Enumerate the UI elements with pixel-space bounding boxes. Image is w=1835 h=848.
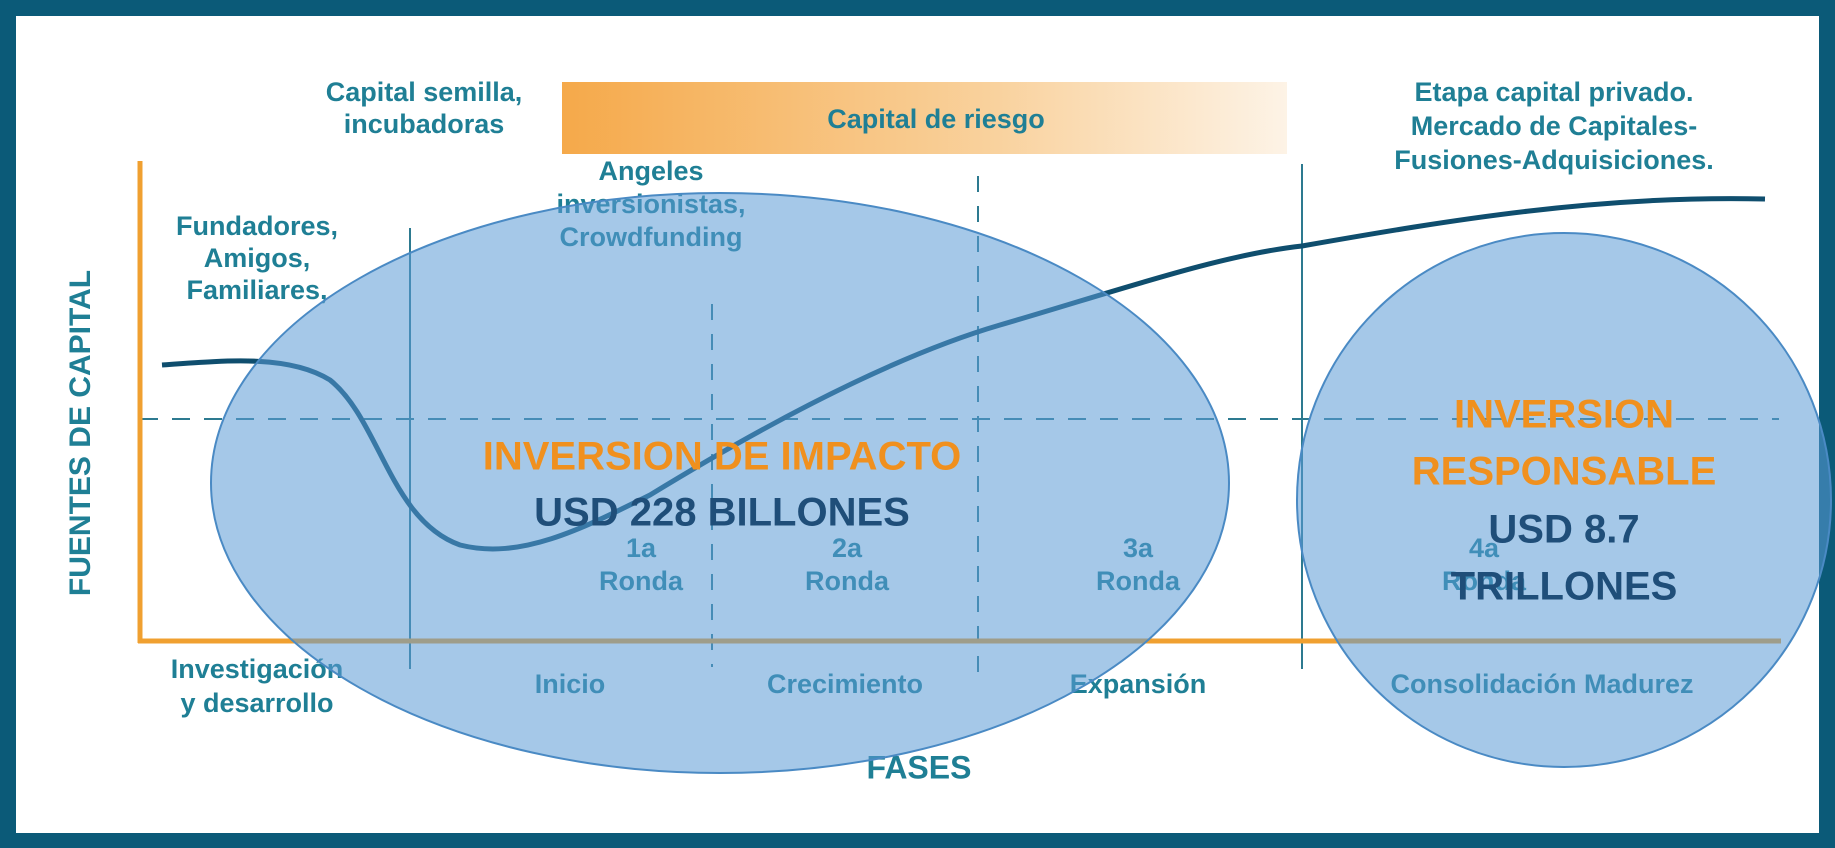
impact-amount: USD 228 BILLONES xyxy=(534,491,910,535)
responsible-title: RESPONSABLE xyxy=(1412,450,1717,494)
private-label: Mercado de Capitales- xyxy=(1411,111,1698,141)
responsible-amount: TRILLONES xyxy=(1451,565,1678,609)
impact-ellipse xyxy=(210,192,1230,774)
y-axis-label: FUENTES DE CAPITAL xyxy=(64,270,97,596)
venture-band xyxy=(562,82,1287,154)
seed-label: incubadoras xyxy=(344,109,505,139)
responsible-ellipse xyxy=(1296,232,1832,768)
founders-label: Familiares, xyxy=(186,275,327,305)
angels-label: Angeles xyxy=(598,156,703,186)
phase-label: y desarrollo xyxy=(180,688,333,718)
responsible-title: INVERSION xyxy=(1454,393,1674,437)
venture-label: Capital de riesgo xyxy=(827,104,1045,134)
responsible-amount: USD 8.7 xyxy=(1488,508,1639,552)
private-label: Fusiones-Adquisiciones. xyxy=(1394,145,1714,175)
founders-label: Fundadores, xyxy=(176,211,338,241)
private-label: Etapa capital privado. xyxy=(1414,77,1693,107)
seed-label: Capital semilla, xyxy=(326,77,523,107)
impact-title: INVERSION DE IMPACTO xyxy=(483,435,962,479)
founders-label: Amigos, xyxy=(204,243,311,273)
overlays: INVERSION DE IMPACTO USD 228 BILLONES INVE… xyxy=(483,393,1717,609)
